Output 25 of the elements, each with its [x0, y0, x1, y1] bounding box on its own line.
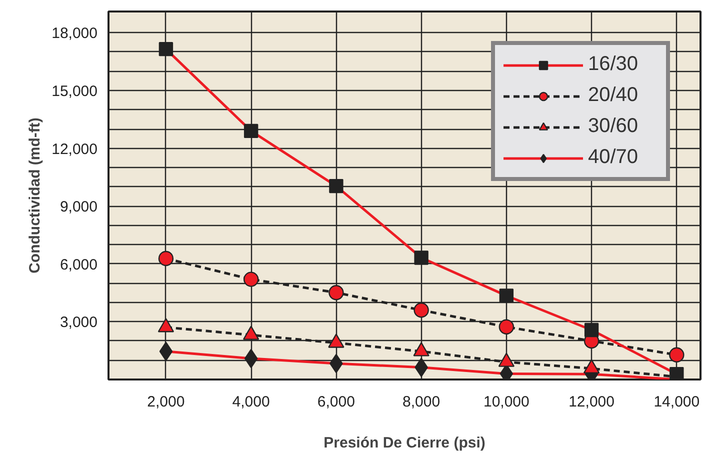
y-tick-label: 15,000: [52, 82, 98, 100]
y-axis-title: Conductividad (md-ft): [26, 118, 44, 274]
point: [414, 302, 429, 318]
x-tick-label: 10,000: [483, 394, 530, 410]
y-tick-label: 9,000: [60, 198, 98, 216]
x-tick-label: 2,000: [147, 394, 185, 410]
y-tick-label: 3,000: [60, 314, 98, 332]
y-tick-label: 6,000: [60, 256, 98, 274]
legend-label: 20/40: [588, 84, 640, 107]
y-tick-label: 18,000: [52, 25, 98, 42]
point: [328, 285, 344, 300]
y-tick-label: 12,000: [52, 140, 98, 158]
x-tick-label: 4,000: [232, 394, 270, 410]
x-tick-label: 6,000: [317, 394, 355, 410]
legend-label: 30/60: [588, 115, 640, 138]
legend-label: 16/30: [588, 53, 640, 76]
x-tick-label: 8,000: [402, 394, 440, 410]
legend-label: 40/70: [588, 146, 640, 169]
point: [669, 347, 684, 362]
point: [243, 272, 259, 287]
point: [498, 319, 514, 334]
x-axis-title: Presión De Cierre (psi): [324, 434, 486, 452]
x-tick-label: 14,000: [654, 394, 700, 410]
x-tick-label: 12,000: [568, 394, 614, 410]
point: [158, 250, 174, 266]
